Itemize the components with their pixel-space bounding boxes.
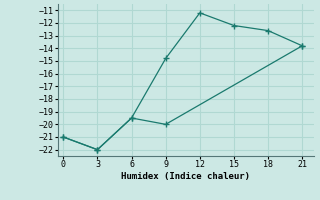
X-axis label: Humidex (Indice chaleur): Humidex (Indice chaleur): [121, 172, 250, 181]
